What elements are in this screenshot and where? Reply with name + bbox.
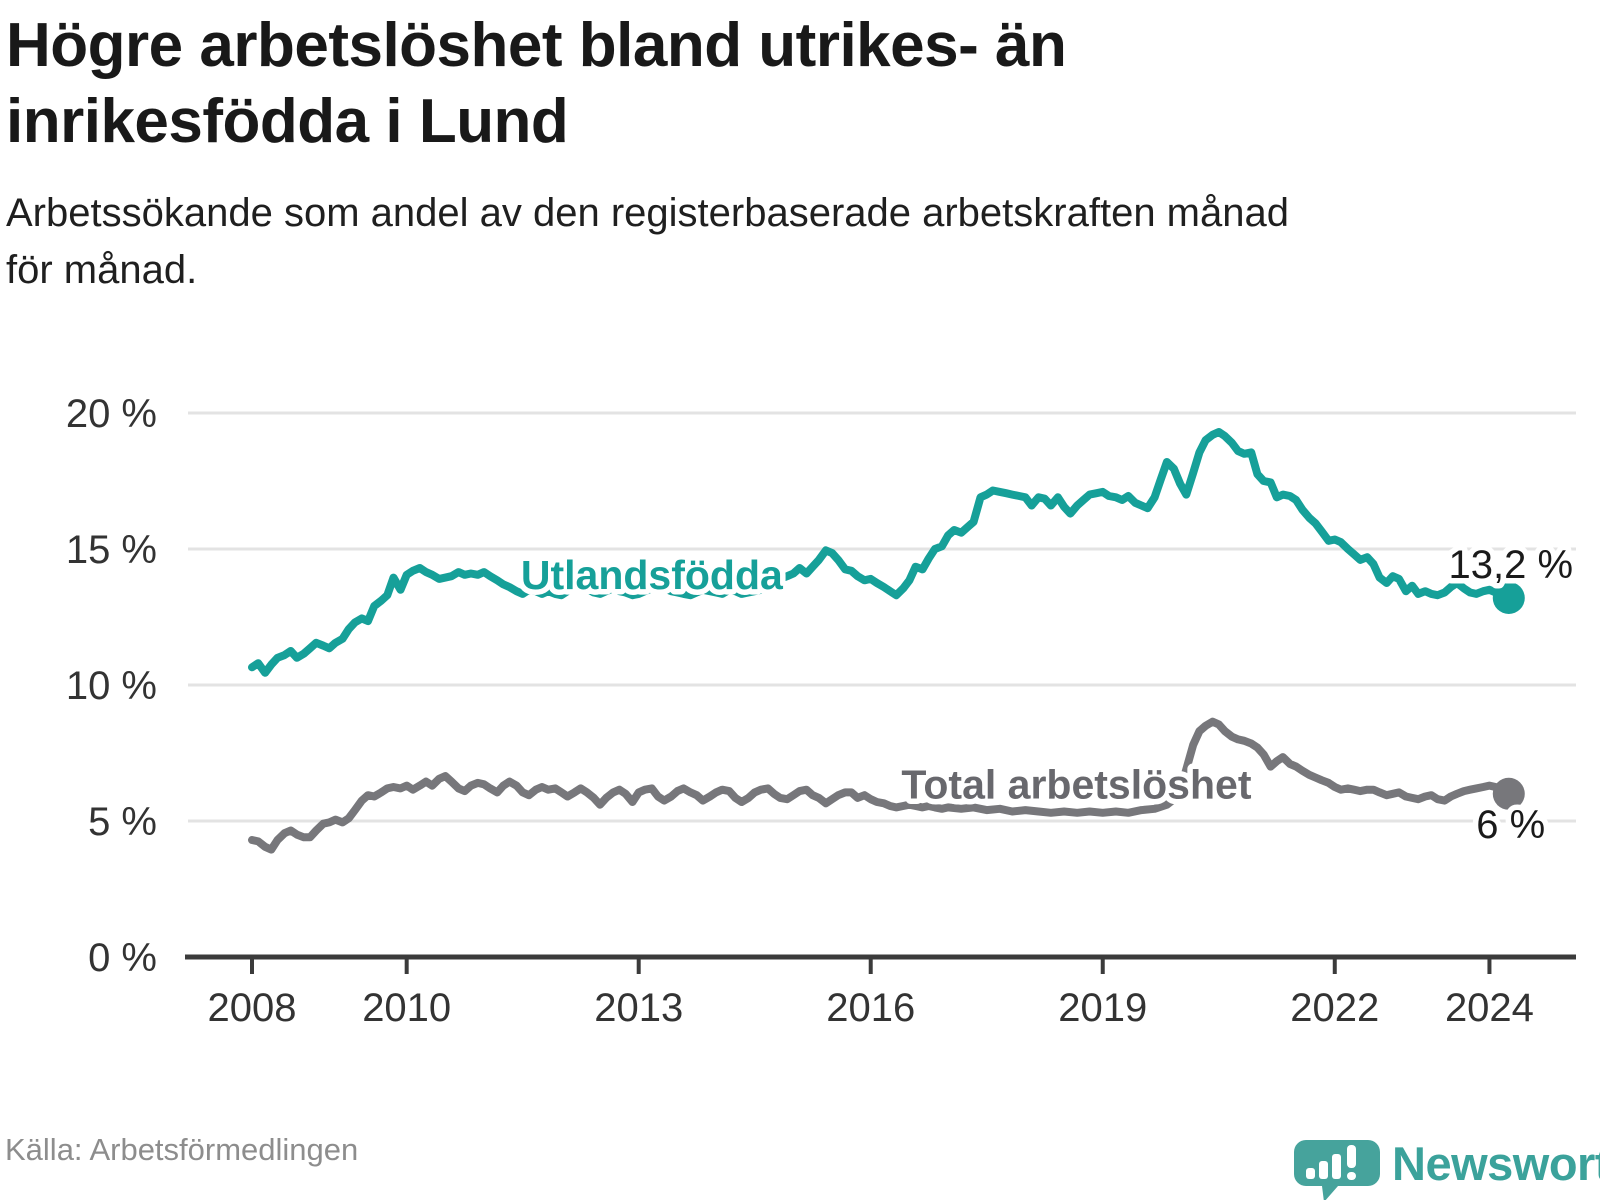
series-end-dot-0 bbox=[1492, 581, 1525, 614]
newsworthy-logo-icon bbox=[1294, 1140, 1380, 1200]
svg-text:2022: 2022 bbox=[1290, 986, 1379, 1030]
svg-text:2019: 2019 bbox=[1058, 986, 1147, 1030]
svg-text:10 %: 10 % bbox=[66, 664, 157, 708]
series-labels: Utlandsfödda 13,2 % Total arbetslöshet 6 % bbox=[515, 537, 1578, 852]
series-end-value-1: 6 % bbox=[1476, 803, 1545, 847]
svg-text:2013: 2013 bbox=[594, 986, 683, 1030]
svg-text:15 %: 15 % bbox=[66, 528, 157, 572]
svg-text:5 %: 5 % bbox=[88, 800, 157, 844]
subtitle-line-2: för månad. bbox=[6, 248, 198, 293]
series-line-0 bbox=[248, 428, 1513, 677]
brand-wordmark: Newsworthy bbox=[1392, 1137, 1600, 1190]
page-title: Högre arbetslöshet bland utrikes- än inr… bbox=[6, 8, 1566, 159]
svg-text:2010: 2010 bbox=[362, 986, 451, 1030]
svg-text:20 %: 20 % bbox=[66, 392, 157, 436]
svg-text:0 %: 0 % bbox=[88, 936, 157, 980]
series-end-value-0: 13,2 % bbox=[1449, 543, 1574, 587]
svg-text:2008: 2008 bbox=[208, 986, 297, 1030]
svg-text:2016: 2016 bbox=[826, 986, 915, 1030]
title-line-2: inrikesfödda i Lund bbox=[6, 86, 569, 156]
svg-text:2024: 2024 bbox=[1445, 986, 1534, 1030]
subtitle-line-1: Arbetssökande som andel av den registerb… bbox=[6, 191, 1289, 236]
chart-header: Högre arbetslöshet bland utrikes- än inr… bbox=[6, 8, 1566, 299]
chart-subtitle: Arbetssökande som andel av den registerb… bbox=[6, 185, 1566, 299]
x-axis bbox=[185, 954, 1576, 974]
source-note: Källa: Arbetsförmedlingen bbox=[5, 1132, 359, 1167]
series-label-0: Utlandsfödda bbox=[521, 552, 784, 598]
axis-labels: 0 % 5 % 10 % 15 % 20 % 2008 2010 2013 2016 2019 20… bbox=[66, 392, 1534, 1030]
title-line-1: Högre arbetslöshet bland utrikes- än bbox=[6, 11, 1067, 80]
series-lines bbox=[248, 428, 1525, 854]
series-label-1: Total arbetslöshet bbox=[901, 761, 1251, 807]
series-end-dot-1 bbox=[1492, 777, 1525, 810]
gridlines bbox=[188, 411, 1576, 823]
series-line-1 bbox=[248, 717, 1513, 854]
